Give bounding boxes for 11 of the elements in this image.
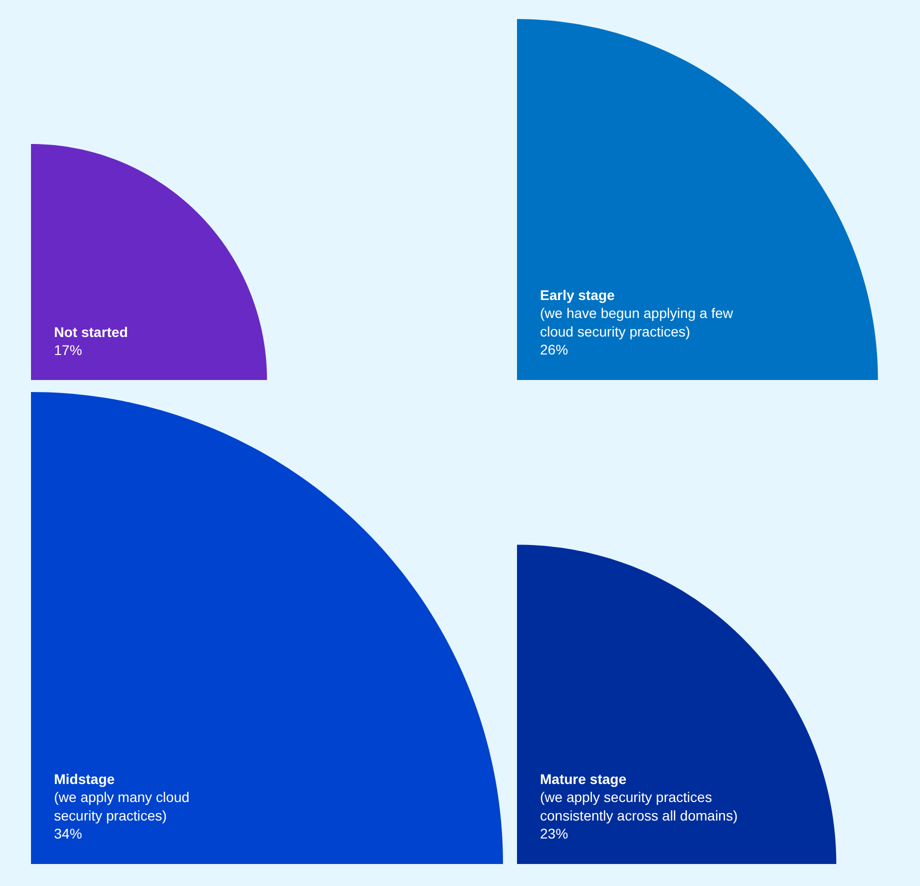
text: (we apply many cloud security practices)	[54, 789, 190, 824]
category-label: Mature stage	[540, 771, 627, 787]
category-label: Early stage	[540, 287, 615, 303]
data-label: 34%	[54, 826, 82, 842]
data-label: 23%	[540, 826, 568, 842]
data-label: 26%	[540, 342, 568, 358]
category-label: Not started	[54, 324, 128, 340]
data-label: 17%	[54, 342, 82, 358]
text: (we apply security practices consistently across all domains)	[540, 789, 738, 824]
category-label: Midstage	[54, 771, 115, 787]
text: (we have begun applying a few cloud security practices)	[540, 305, 734, 340]
